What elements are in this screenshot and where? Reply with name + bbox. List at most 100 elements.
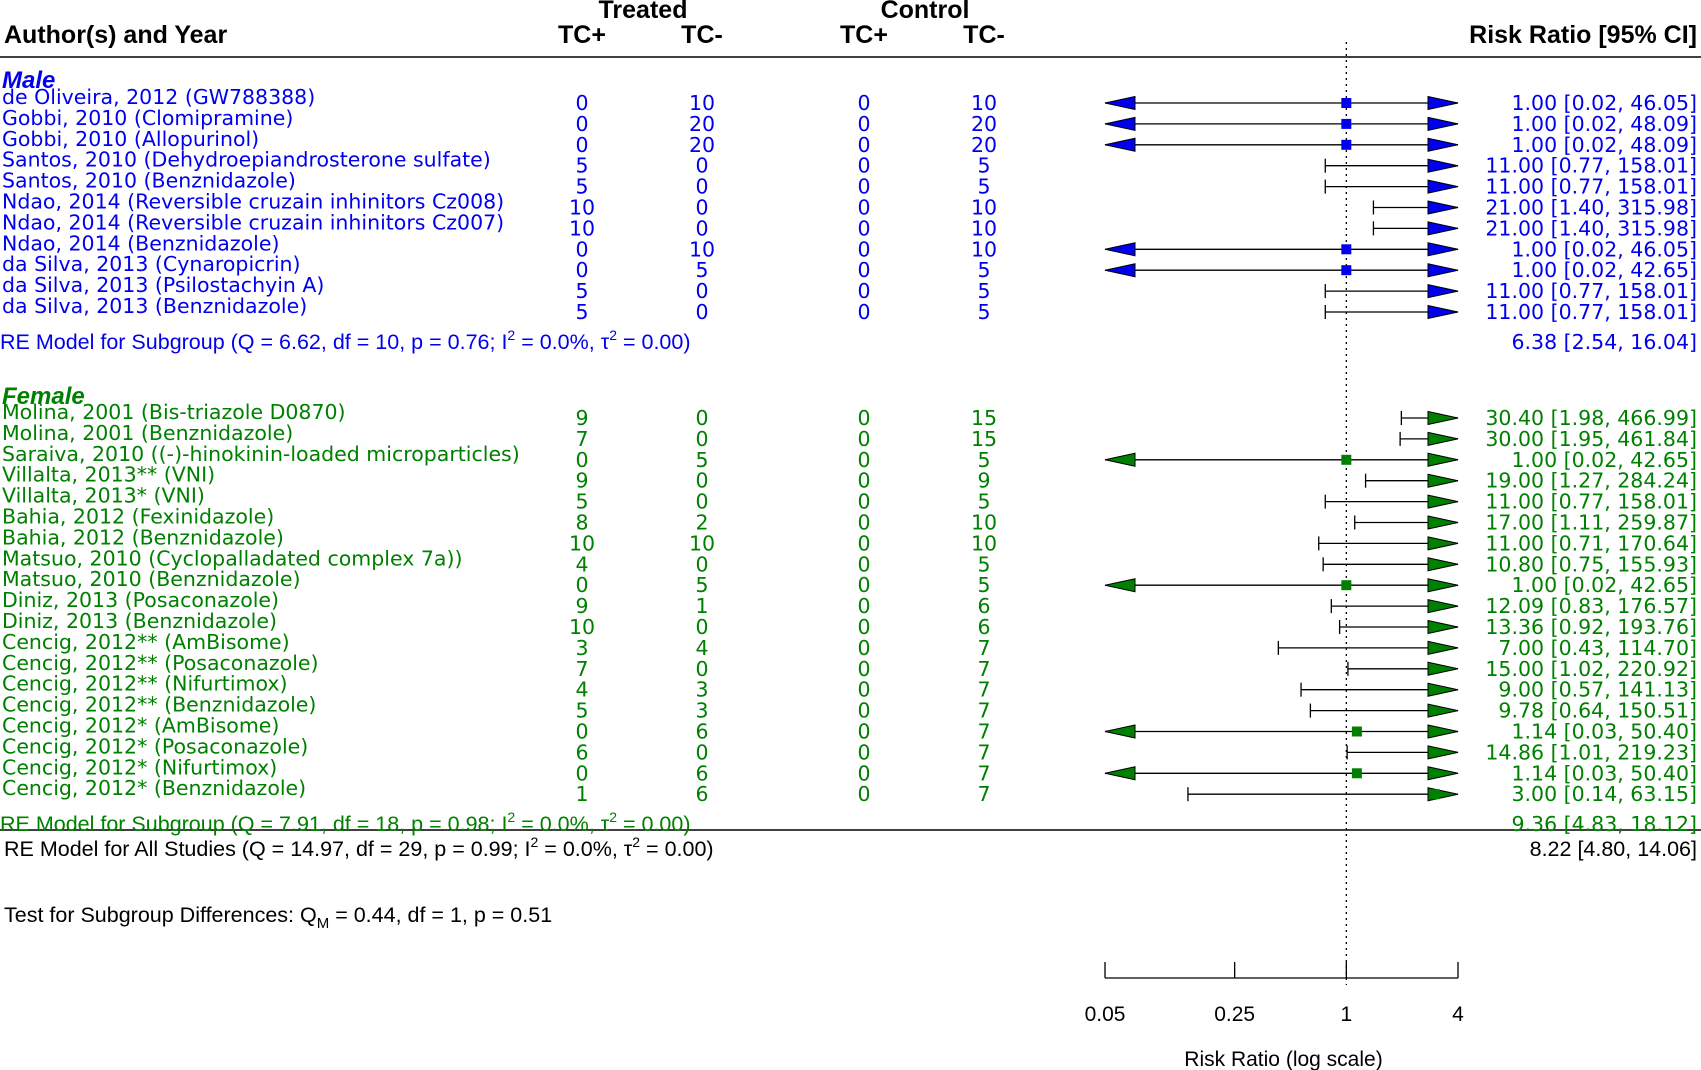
study-label: Matsuo, 2010 (Benznidazole) [2,567,301,591]
study-1-15-point [1351,726,1362,737]
control-tc-plus-value: 0 [857,573,870,597]
column-header-risk-ratio: Risk Ratio [95% CI] [1469,21,1697,49]
study-risk-ratio-ci: 1.00 [0.02, 46.05] [1511,237,1697,261]
control-tc-plus-value: 0 [857,615,870,639]
study-label: Cencig, 2012* (Benznidazole) [2,776,306,800]
subgroup-difference-test: Test for Subgroup Differences: QM = 0.44… [4,903,552,932]
control-tc-minus-value: 10 [971,196,997,220]
control-tc-minus-value: 10 [971,511,997,535]
study-0-0-left-arrow [1104,95,1136,111]
treated-tc-plus-value: 4 [575,678,588,702]
study-0-2-point [1341,139,1352,150]
control-tc-plus-value: 0 [857,258,870,282]
control-tc-minus-value: 10 [971,237,997,261]
treated-tc-plus-value: 5 [575,279,588,303]
study-1-18-point [1429,789,1440,800]
study-risk-ratio-ci: 15.00 [1.02, 220.92] [1485,657,1697,681]
treated-tc-plus-value: 9 [575,469,588,493]
x-axis-title: Risk Ratio (log scale) [1184,1048,1382,1070]
treated-tc-minus-value: 0 [695,175,708,199]
control-tc-plus-value: 0 [857,175,870,199]
treated-tc-minus-value: 0 [695,657,708,681]
treated-tc-minus-value: 2 [695,511,708,535]
treated-tc-plus-value: 10 [569,531,595,555]
study-1-17-point [1351,768,1362,779]
study-0-1-point [1341,118,1352,129]
study-label: Cencig, 2012** (Posaconazole) [2,651,319,675]
treated-tc-plus-value: 8 [575,511,588,535]
control-tc-plus-value: 0 [857,300,870,324]
treated-tc-minus-value: 3 [695,699,708,723]
study-risk-ratio-ci: 19.00 [1.27, 284.24] [1485,469,1697,493]
treated-tc-plus-value: 5 [575,175,588,199]
treated-tc-plus-value: 0 [575,258,588,282]
study-0-4-right-arrow [1427,179,1459,194]
study-1-16-right-arrow [1427,745,1459,760]
study-risk-ratio-ci: 10.80 [0.75, 155.93] [1485,552,1697,576]
study-0-7-left-arrow [1104,242,1136,257]
study-risk-ratio-ci: 21.00 [1.40, 315.98] [1485,196,1697,220]
subgroup-summary-male: RE Model for Subgroup (Q = 6.62, df = 10… [0,327,691,354]
control-tc-minus-value: 6 [977,615,990,639]
study-risk-ratio-ci: 11.00 [0.77, 158.01] [1485,490,1697,514]
treated-tc-minus-value: 0 [695,196,708,220]
study-risk-ratio-ci: 1.00 [0.02, 42.65] [1511,573,1697,597]
study-risk-ratio-ci: 1.14 [0.03, 50.40] [1511,720,1697,744]
control-tc-plus-value: 0 [857,133,870,157]
treated-tc-plus-value: 7 [575,657,588,681]
treated-tc-minus-value: 20 [689,112,715,136]
study-label: Saraiva, 2010 ((-)-hinokinin-loaded micr… [2,442,520,466]
control-tc-plus-value: 0 [857,112,870,136]
control-tc-minus-value: 5 [977,573,990,597]
control-tc-plus-value: 0 [857,216,870,240]
treated-tc-plus-value: 0 [575,91,588,115]
subgroup-heading-female: Female [2,383,85,410]
study-1-11-right-arrow [1427,640,1459,656]
treated-tc-plus-value: 6 [575,740,588,764]
study-1-10-right-arrow [1427,619,1459,635]
study-1-12-right-arrow [1427,661,1459,676]
treated-tc-minus-value: 10 [689,91,715,115]
column-header-treated-tc-minus: TC- [681,21,723,49]
study-risk-ratio-ci: 7.00 [0.43, 114.70] [1498,636,1697,660]
treated-tc-plus-value: 0 [575,448,588,472]
x-axis-tick-label: 0.05 [1085,1003,1126,1026]
treated-tc-minus-value: 20 [689,133,715,157]
treated-tc-minus-value: 0 [695,615,708,639]
treated-tc-plus-value: 9 [575,594,588,618]
treated-tc-plus-value: 10 [569,615,595,639]
control-tc-minus-value: 7 [977,678,990,702]
study-risk-ratio-ci: 30.00 [1.95, 461.84] [1485,427,1697,451]
treated-tc-minus-value: 6 [695,720,708,744]
control-tc-plus-value: 0 [857,490,870,514]
treated-tc-minus-value: 0 [695,279,708,303]
control-tc-plus-value: 0 [857,427,870,451]
treated-tc-plus-value: 4 [575,552,588,576]
control-tc-plus-value: 0 [857,511,870,535]
treated-tc-plus-value: 1 [575,782,588,806]
study-0-8-left-arrow [1104,263,1136,278]
control-tc-minus-value: 15 [971,406,997,430]
control-tc-plus-value: 0 [857,699,870,723]
study-label: Diniz, 2013 (Posaconazole) [2,588,279,612]
control-tc-plus-value: 0 [857,531,870,555]
control-tc-minus-value: 7 [977,636,990,660]
study-risk-ratio-ci: 1.00 [0.02, 42.65] [1511,258,1697,282]
study-risk-ratio-ci: 9.78 [0.64, 150.51] [1498,699,1697,723]
study-0-10-right-arrow [1427,304,1459,320]
study-0-2-left-arrow [1104,137,1136,152]
study-label: Santos, 2010 (Benznidazole) [2,169,296,193]
treated-tc-minus-value: 0 [695,216,708,240]
study-label: da Silva, 2013 (Benznidazole) [2,294,307,318]
treated-tc-minus-value: 10 [689,531,715,555]
control-tc-minus-value: 7 [977,720,990,744]
study-label: Ndao, 2014 (Benznidazole) [2,231,279,255]
control-tc-plus-value: 0 [857,761,870,785]
study-label: de Oliveira, 2012 (GW788388) [2,85,315,109]
control-tc-plus-value: 0 [857,678,870,702]
study-label: Bahia, 2012 (Fexinidazole) [2,505,274,529]
study-label: Ndao, 2014 (Reversible cruzain inhinitor… [2,210,504,234]
treated-tc-plus-value: 5 [575,154,588,178]
control-tc-plus-value: 0 [857,657,870,681]
